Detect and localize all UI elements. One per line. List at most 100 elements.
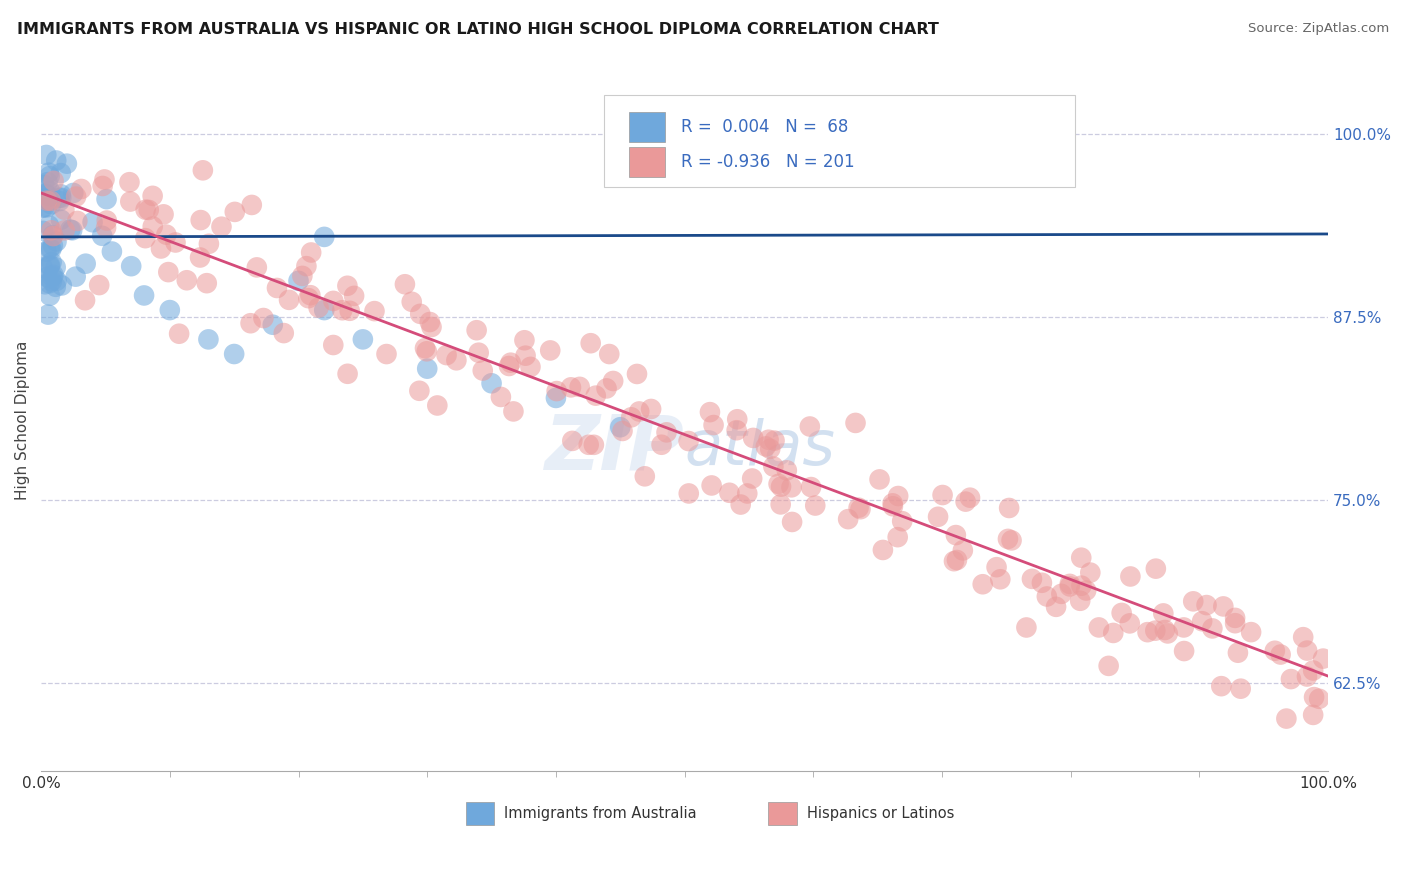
Point — [420, 320, 443, 334]
Point — [943, 554, 966, 568]
Point — [700, 478, 723, 492]
Point — [582, 438, 605, 452]
Point — [157, 265, 180, 279]
Point — [804, 499, 827, 513]
Point — [45, 260, 67, 275]
Point — [38, 219, 60, 233]
FancyBboxPatch shape — [630, 112, 665, 142]
Point — [45, 153, 67, 168]
Point — [1201, 622, 1223, 636]
Point — [41, 269, 63, 284]
Point — [769, 497, 792, 511]
FancyBboxPatch shape — [768, 802, 797, 825]
Point — [598, 347, 620, 361]
Point — [31, 260, 53, 275]
Point — [45, 274, 67, 288]
Point — [66, 214, 89, 228]
Point — [165, 235, 187, 250]
Point — [1153, 623, 1175, 637]
Point — [882, 496, 904, 510]
Point — [1111, 606, 1133, 620]
Point — [1270, 648, 1292, 662]
Point — [1195, 598, 1218, 612]
Point — [35, 200, 58, 214]
Point — [513, 333, 536, 347]
Point — [1059, 579, 1081, 593]
Point — [101, 244, 124, 259]
Point — [471, 363, 494, 377]
Point — [48, 194, 70, 208]
Point — [75, 257, 97, 271]
Point — [799, 419, 821, 434]
Point — [718, 485, 741, 500]
Text: Source: ZipAtlas.com: Source: ZipAtlas.com — [1249, 22, 1389, 36]
Point — [35, 148, 58, 162]
Point — [413, 341, 436, 355]
Point — [45, 280, 67, 294]
Point — [776, 463, 799, 477]
Point — [53, 223, 76, 237]
Point — [38, 169, 60, 183]
Point — [436, 348, 458, 362]
Point — [585, 389, 607, 403]
Point — [703, 418, 725, 433]
Point — [39, 258, 62, 272]
Point — [620, 410, 643, 425]
Point — [755, 440, 778, 454]
Point — [41, 274, 63, 288]
Point — [1050, 587, 1073, 601]
Point — [56, 157, 79, 171]
Point — [780, 515, 803, 529]
Point — [37, 308, 59, 322]
Point — [336, 278, 359, 293]
Point — [1102, 626, 1125, 640]
Point — [1279, 672, 1302, 686]
Point — [1312, 651, 1334, 665]
Point — [1212, 599, 1234, 614]
Point — [51, 278, 73, 293]
Point — [1223, 611, 1246, 625]
Point — [155, 227, 177, 242]
Text: atlas: atlas — [685, 418, 835, 478]
Point — [628, 404, 651, 418]
Point — [561, 434, 583, 448]
Point — [651, 438, 673, 452]
Point — [1173, 620, 1195, 634]
Point — [481, 376, 503, 391]
Point — [343, 289, 366, 303]
Point — [886, 530, 908, 544]
Point — [314, 230, 336, 244]
Point — [609, 420, 631, 434]
Point — [416, 344, 439, 359]
Point — [336, 367, 359, 381]
Point — [1144, 561, 1167, 575]
Point — [1296, 669, 1319, 683]
Point — [544, 391, 567, 405]
Point — [278, 293, 301, 307]
Point — [1152, 607, 1174, 621]
Point — [768, 476, 790, 491]
Point — [314, 303, 336, 318]
Text: ZIP: ZIP — [546, 411, 685, 485]
Point — [363, 304, 385, 318]
Point — [287, 274, 309, 288]
Point — [59, 222, 82, 236]
Point — [849, 502, 872, 516]
Point — [266, 281, 288, 295]
Point — [579, 336, 602, 351]
Point — [946, 553, 969, 567]
Point — [39, 223, 62, 237]
Point — [41, 255, 63, 269]
Point — [134, 231, 156, 245]
Point — [42, 228, 65, 243]
Point — [409, 307, 432, 321]
Point — [988, 572, 1011, 586]
Point — [1015, 620, 1038, 634]
Point — [1226, 646, 1249, 660]
Point — [42, 174, 65, 188]
Point — [1229, 681, 1251, 696]
Point — [34, 277, 56, 292]
Point — [120, 194, 142, 209]
Point — [35, 244, 58, 259]
Y-axis label: High School Diploma: High School Diploma — [15, 340, 30, 500]
